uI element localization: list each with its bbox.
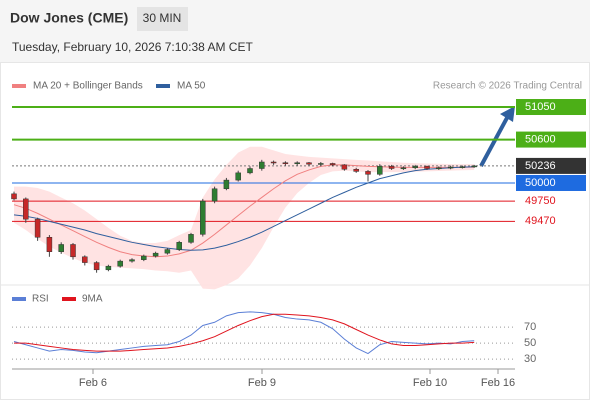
x-tick-label: Feb 16 (481, 377, 515, 389)
projection-arrowhead (500, 106, 515, 122)
overlay-line (13, 164, 475, 258)
candle-body (341, 164, 348, 170)
level-label: 51050 (525, 101, 556, 113)
candle-body (365, 171, 371, 175)
level-label: 49750 (525, 195, 556, 207)
level-label: 50236 (525, 160, 556, 172)
candle-body (412, 166, 418, 169)
x-tick-label: Feb 10 (413, 377, 447, 389)
rsi-line (13, 311, 475, 355)
level-box (516, 174, 586, 191)
candle-body (141, 255, 147, 260)
candle-body (270, 161, 277, 164)
rsi-line (14, 313, 475, 352)
candle-body (176, 242, 182, 250)
candle-body (471, 165, 477, 168)
level-box (516, 131, 586, 148)
interval: 30 MIN (143, 11, 182, 25)
level-label: 50600 (525, 133, 556, 145)
candle-body (235, 172, 241, 181)
level-label: 49470 (525, 215, 556, 227)
candle-body (58, 244, 64, 252)
rsi-tick-label: 50 (524, 337, 536, 349)
candle-body (306, 162, 312, 165)
level-box (516, 99, 586, 116)
candle-body (259, 161, 265, 169)
candle-body (82, 256, 88, 263)
legend-label: MA 50 (177, 81, 206, 92)
candle-body (318, 163, 324, 165)
candle-body (93, 262, 100, 271)
candle-body (200, 200, 206, 235)
candle-body (164, 249, 171, 254)
rsi-tick-label: 70 (524, 321, 536, 333)
header-bg (0, 0, 590, 62)
source: Research © 2026 Trading Central (433, 81, 582, 92)
chart-title: Dow Jones (CME) (10, 10, 128, 26)
legend-label: MA 20 + Bollinger Bands (33, 81, 143, 92)
candle-body (447, 166, 454, 169)
interval-badge (137, 7, 188, 31)
candle-body (424, 166, 430, 169)
rsi-legend-label: RSI (32, 294, 49, 305)
level-label: 50000 (525, 177, 556, 189)
candle-body (23, 198, 29, 220)
candle-body (377, 166, 383, 175)
candle-body (436, 167, 442, 170)
candle-body (152, 252, 159, 257)
candle-body (46, 236, 53, 252)
candle-body (117, 260, 123, 267)
candle-body (188, 234, 194, 243)
overlay-line (13, 166, 475, 251)
candle-body (353, 168, 359, 172)
candle-body (400, 167, 407, 170)
candle-body (70, 244, 76, 258)
timestamp: Tuesday, February 10, 2026 7:10:38 AM CE… (12, 40, 253, 54)
candle-body (34, 218, 41, 238)
candle-body (129, 259, 135, 262)
candle-body (105, 265, 112, 271)
candle-body (282, 162, 289, 164)
candle-body (211, 188, 218, 202)
candle-body (247, 168, 253, 174)
candle-body (11, 193, 17, 200)
candle-body (223, 179, 230, 190)
candle-body (294, 162, 300, 164)
x-tick-label: Feb 6 (79, 377, 107, 389)
projection-arrow (479, 115, 510, 167)
candle-body (329, 163, 336, 166)
candle-body (388, 166, 395, 169)
candle-body (459, 166, 466, 168)
rsi-legend-label: 9MA (82, 294, 103, 305)
rsi-tick-label: 30 (524, 353, 536, 365)
x-tick-label: Feb 9 (248, 377, 276, 389)
level-box (516, 157, 586, 174)
